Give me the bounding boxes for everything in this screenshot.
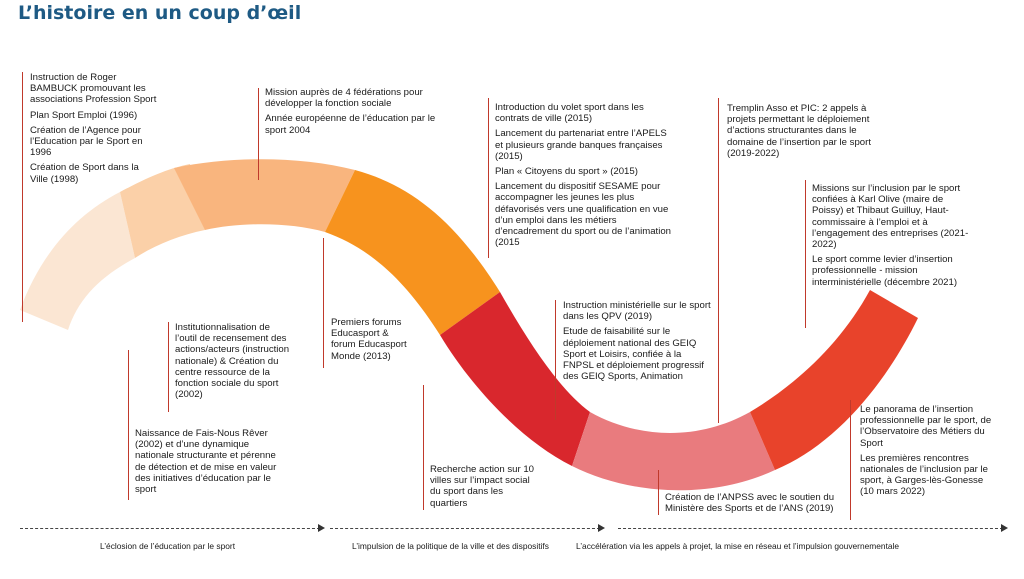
- timeline-arrow-3: [618, 528, 1003, 529]
- event-text: Introduction du volet sport dans les con…: [495, 102, 644, 125]
- event-text: Plan « Citoyens du sport » (2015): [495, 166, 638, 178]
- event-text: Naissance de Fais-Nous Rêver (2002) et d…: [135, 428, 277, 496]
- event-text: Recherche action sur 10 villes sur l’imp…: [430, 464, 534, 509]
- event-block-5: Premiers forums Educasport & forum Educa…: [331, 317, 409, 362]
- connector-line: [128, 350, 129, 500]
- event-text: Le panorama de l’insertion professionnel…: [860, 404, 992, 449]
- event-text: Instruction de Roger BAMBUCK promouvant …: [30, 72, 157, 106]
- connector-line: [805, 180, 806, 328]
- wave-segment-6: [572, 412, 775, 491]
- timeline-arrow-1: [20, 528, 320, 529]
- event-text: Création de l’Agence pour l’Education pa…: [30, 124, 143, 159]
- event-block-7: Recherche action sur 10 villes sur l’imp…: [430, 464, 535, 509]
- event-block-1: Instruction de Roger BAMBUCK promouvant …: [30, 72, 158, 185]
- event-text: Institutionnalisation de l’outil de rece…: [175, 322, 290, 401]
- event-block-12: Le panorama de l’insertion professionnel…: [860, 404, 995, 498]
- wave-segment-1: [20, 192, 135, 330]
- phase-label-2: L’impulsion de la politique de la ville …: [352, 541, 549, 551]
- wave-segment-3: [174, 159, 355, 232]
- event-block-9: Création de l’ANPSS avec le soutien du M…: [665, 492, 855, 514]
- event-block-8: Instruction ministérielle sur le sport d…: [563, 300, 713, 382]
- connector-line: [258, 88, 259, 180]
- event-text: Le sport comme levier d’insertion profes…: [812, 254, 958, 288]
- event-text: Lancement du partenariat entre l’APELS e…: [495, 128, 667, 162]
- wave-segment-7: [750, 290, 918, 470]
- event-block-4: Naissance de Fais-Nous Rêver (2002) et d…: [135, 428, 285, 495]
- event-block-10: Tremplin Asso et PIC: 2 appels à projets…: [727, 103, 872, 159]
- event-text: Année européenne de l’éducation par le s…: [265, 113, 436, 136]
- arrowhead-icon: [1001, 524, 1008, 532]
- arrowhead-icon: [318, 524, 325, 532]
- event-text: Premiers forums Educasport & forum Educa…: [331, 317, 407, 362]
- connector-line: [658, 470, 659, 515]
- event-text: Mission auprès de 4 fédérations pour dév…: [265, 87, 423, 110]
- connector-line: [22, 72, 23, 322]
- connector-line: [488, 98, 489, 258]
- connector-line: [850, 400, 851, 520]
- event-text: Plan Sport Emploi (1996): [30, 109, 138, 121]
- event-text: Création de l’ANPSS avec le soutien du M…: [665, 492, 835, 515]
- arrowhead-icon: [598, 524, 605, 532]
- event-block-2: Mission auprès de 4 fédérations pour dév…: [265, 87, 445, 136]
- wave-segment-4: [325, 170, 500, 335]
- phase-label-3: L’accélération via les appels à projet, …: [576, 541, 900, 551]
- page-title: L’histoire en un coup d’œil: [18, 2, 302, 24]
- event-block-11: Missions sur l’inclusion par le sport co…: [812, 183, 977, 288]
- event-text: Création de Sport dans la Ville (1998): [30, 162, 139, 185]
- connector-line: [168, 322, 169, 412]
- event-text: Tremplin Asso et PIC: 2 appels à projets…: [727, 103, 871, 159]
- connector-line: [423, 385, 424, 510]
- event-text: Instruction ministérielle sur le sport d…: [563, 300, 711, 323]
- connector-line: [555, 300, 556, 420]
- event-text: Missions sur l’inclusion par le sport co…: [812, 183, 969, 251]
- timeline-arrow-2: [330, 528, 600, 529]
- wave-segment-5: [440, 292, 590, 466]
- event-block-6: Introduction du volet sport dans les con…: [495, 102, 673, 248]
- wave-segments: [20, 159, 918, 491]
- event-text: Les premières rencontres nationales de l…: [860, 452, 988, 498]
- connector-line: [323, 238, 324, 368]
- phase-label-1: L’éclosion de l’éducation par le sport: [100, 541, 236, 551]
- event-block-3: Institutionnalisation de l’outil de rece…: [175, 322, 293, 400]
- connector-line: [718, 98, 719, 423]
- event-text: Etude de faisabilité sur le déploiement …: [563, 326, 704, 383]
- event-text: Lancement du dispositif SESAME pour acco…: [495, 181, 671, 249]
